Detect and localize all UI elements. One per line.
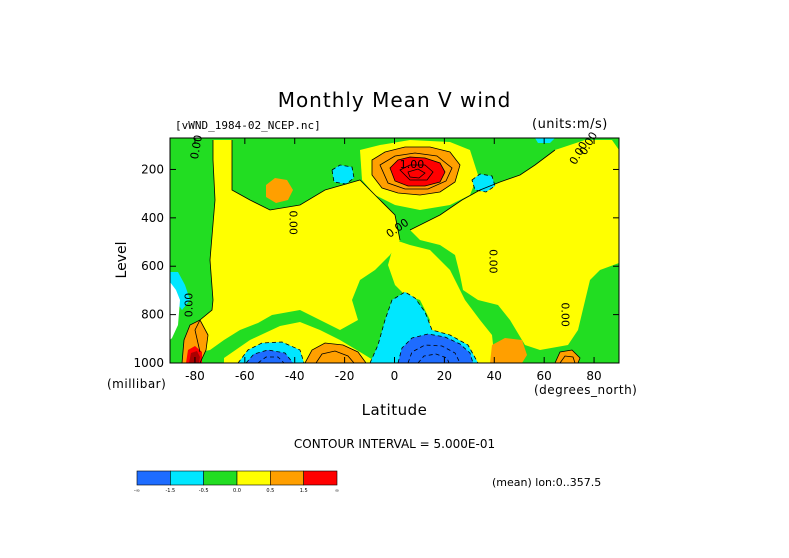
y-tick-label: 200 [141,162,164,176]
contour-line [371,146,461,196]
contour-label: 0.00 [559,302,572,327]
contour-label: 0.00 [486,249,499,274]
contour-line [231,140,401,241]
contour-label: 1.00 [400,158,425,171]
x-axis: -80 -60 -40 -20 0 20 40 60 80 [185,138,602,383]
contour-line [181,319,209,363]
colorbar-swatch [136,470,171,486]
y-axis: 200 400 600 800 1000 [133,162,619,370]
colorbar-swatch [303,470,338,486]
x-tick-label: 80 [586,369,601,383]
colorbar-label: -1.5 [165,488,175,494]
contour-field [170,138,619,363]
contour-line [417,353,450,363]
units-label: (units:m/s) [532,117,608,132]
positive-region-west [195,140,400,352]
chart-title: Monthly Mean V wind [277,88,512,112]
y-tick-label: 600 [141,259,164,273]
colorbar-label: 0.0 [233,488,241,494]
contour-line [304,342,367,363]
x-tick-label: -80 [185,369,205,383]
positive-region-east [410,140,619,350]
contour-label: 0.00 [188,134,205,160]
mean-longitude-label: (mean) lon:0..357.5 [492,476,602,489]
dataset-label: [vWND_1984-02_NCEP.nc] [175,119,321,132]
contour-line [407,344,461,363]
cyan-region-pole-notch [170,272,190,310]
contour-line [554,349,581,363]
x-axis-title: Latitude [361,401,428,419]
cyan-region-top-edge [535,138,555,143]
contour-line [559,355,576,363]
x-tick-label: 20 [437,369,452,383]
colorbar-label: -∞ [134,488,140,494]
contour-line [397,333,474,363]
orange-region-surface-east [490,338,527,363]
contour-label: 0.00 [287,210,300,235]
contour-line [407,168,426,179]
positive-region-center [388,240,495,363]
contour-lines [181,140,581,363]
contour-line [389,156,446,187]
colorbar-label: 0.5 [266,488,274,494]
contour-line [369,291,479,363]
contour-line [245,349,294,363]
contour-interval-label: CONTOUR INTERVAL = 5.000E-01 [293,437,496,451]
orange-region-surface-west [305,343,366,363]
contour-line [409,149,556,231]
colorbar-swatch [270,470,304,486]
contour-line [379,152,453,190]
x-tick-label: -60 [235,369,255,383]
orange-region-subtropic [266,178,293,203]
y-tick-label: 400 [141,211,164,225]
y-axis-unit: (millibar) [107,377,167,391]
negative-contour-lines [237,164,496,363]
cyan-region-upper-south [332,165,354,184]
y-tick-label: 1000 [133,356,164,370]
contour-line [331,164,355,185]
white-missing-data [170,282,180,340]
x-tick-label: 60 [537,369,552,383]
contour-line [315,350,355,363]
x-tick-label: 0 [391,369,399,383]
colorbar-label: 1.5 [300,488,308,494]
x-axis-unit: (degrees_north) [534,383,638,397]
x-tick-label: 40 [487,369,502,383]
contour-line [237,341,305,363]
contour-line [399,164,434,181]
contour-line [471,173,496,193]
y-tick-label: 800 [141,308,164,322]
colorbar-label: -0.5 [199,488,209,494]
blue-region-center [398,334,473,363]
x-tick-label: -20 [335,369,355,383]
colorbar-swatch [203,470,238,486]
red-region-jet-core [390,157,445,186]
cyan-region-upper-north [472,174,495,192]
colorbar-swatch [170,470,204,486]
colorbar-label: ∞ [335,488,339,494]
contour-label: 0.00 [182,293,195,318]
contour-line [257,356,285,363]
contour-line [194,140,216,353]
colorbar-swatch [236,470,271,486]
colorbar: -∞ -1.5 -0.5 0.0 0.5 1.5 ∞ [134,470,339,494]
x-tick-label: -40 [285,369,305,383]
